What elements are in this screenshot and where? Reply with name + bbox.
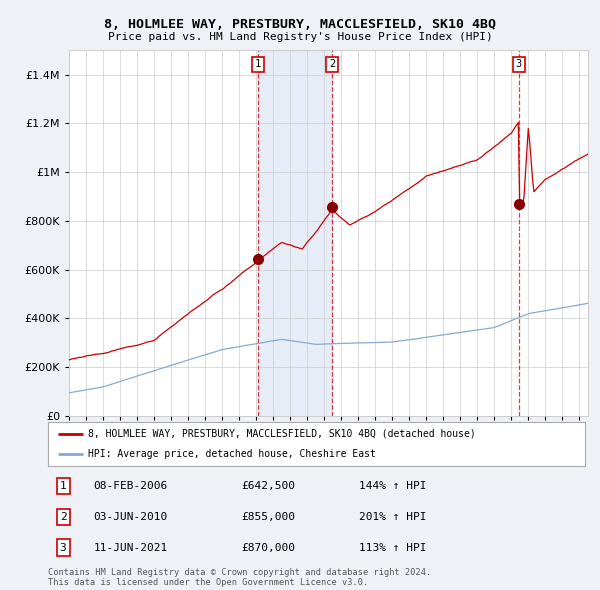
Text: 1: 1 xyxy=(59,481,67,491)
Text: £855,000: £855,000 xyxy=(241,512,295,522)
Text: 08-FEB-2006: 08-FEB-2006 xyxy=(94,481,168,491)
Bar xyxy=(258,50,332,416)
Text: 2: 2 xyxy=(59,512,67,522)
Text: 144% ↑ HPI: 144% ↑ HPI xyxy=(359,481,427,491)
Text: 1: 1 xyxy=(255,59,261,69)
Text: £642,500: £642,500 xyxy=(241,481,295,491)
Text: Price paid vs. HM Land Registry's House Price Index (HPI): Price paid vs. HM Land Registry's House … xyxy=(107,32,493,42)
Text: 3: 3 xyxy=(59,543,67,553)
Text: 113% ↑ HPI: 113% ↑ HPI xyxy=(359,543,427,553)
Text: Contains HM Land Registry data © Crown copyright and database right 2024.
This d: Contains HM Land Registry data © Crown c… xyxy=(48,568,431,587)
Text: 03-JUN-2010: 03-JUN-2010 xyxy=(94,512,168,522)
Text: £870,000: £870,000 xyxy=(241,543,295,553)
Text: 11-JUN-2021: 11-JUN-2021 xyxy=(94,543,168,553)
Text: 8, HOLMLEE WAY, PRESTBURY, MACCLESFIELD, SK10 4BQ (detached house): 8, HOLMLEE WAY, PRESTBURY, MACCLESFIELD,… xyxy=(88,429,476,439)
Text: 201% ↑ HPI: 201% ↑ HPI xyxy=(359,512,427,522)
Text: 2: 2 xyxy=(329,59,335,69)
Text: 8, HOLMLEE WAY, PRESTBURY, MACCLESFIELD, SK10 4BQ: 8, HOLMLEE WAY, PRESTBURY, MACCLESFIELD,… xyxy=(104,18,496,31)
Text: HPI: Average price, detached house, Cheshire East: HPI: Average price, detached house, Ches… xyxy=(88,449,376,459)
Text: 3: 3 xyxy=(516,59,522,69)
